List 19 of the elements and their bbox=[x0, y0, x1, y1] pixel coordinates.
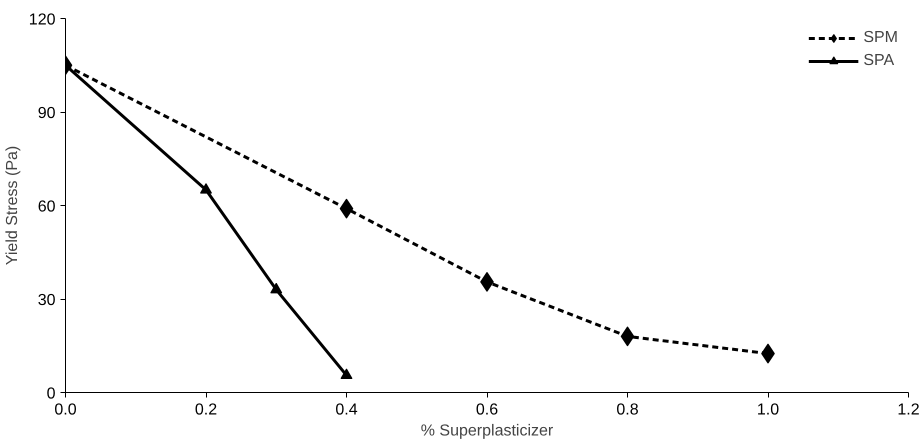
y-tick-label: 90 bbox=[38, 105, 56, 122]
point bbox=[200, 183, 212, 194]
x-tick-label: 0.6 bbox=[476, 402, 498, 418]
y-tick-label: 60 bbox=[38, 198, 56, 216]
x-tick-label: 0.4 bbox=[335, 402, 358, 418]
x-axis-title: % Superplasticizer bbox=[420, 422, 554, 440]
y-tick-label: 30 bbox=[38, 292, 56, 309]
x-tick-label: 0.8 bbox=[616, 402, 639, 418]
legend-label: SPM bbox=[863, 29, 898, 47]
point bbox=[340, 368, 352, 380]
point bbox=[270, 282, 282, 294]
x-tick-label: 1.0 bbox=[756, 402, 780, 418]
legend-label: SPA bbox=[863, 52, 894, 70]
x-tick-label: 0.0 bbox=[54, 402, 77, 418]
x-tick-label: 1.2 bbox=[897, 402, 920, 418]
x-tick-label: 0.2 bbox=[194, 402, 218, 418]
y-axis-title: Yield Stress (Pa) bbox=[4, 146, 21, 266]
y-tick-label: 0 bbox=[46, 386, 56, 402]
y-tick-label: 120 bbox=[28, 12, 56, 28]
